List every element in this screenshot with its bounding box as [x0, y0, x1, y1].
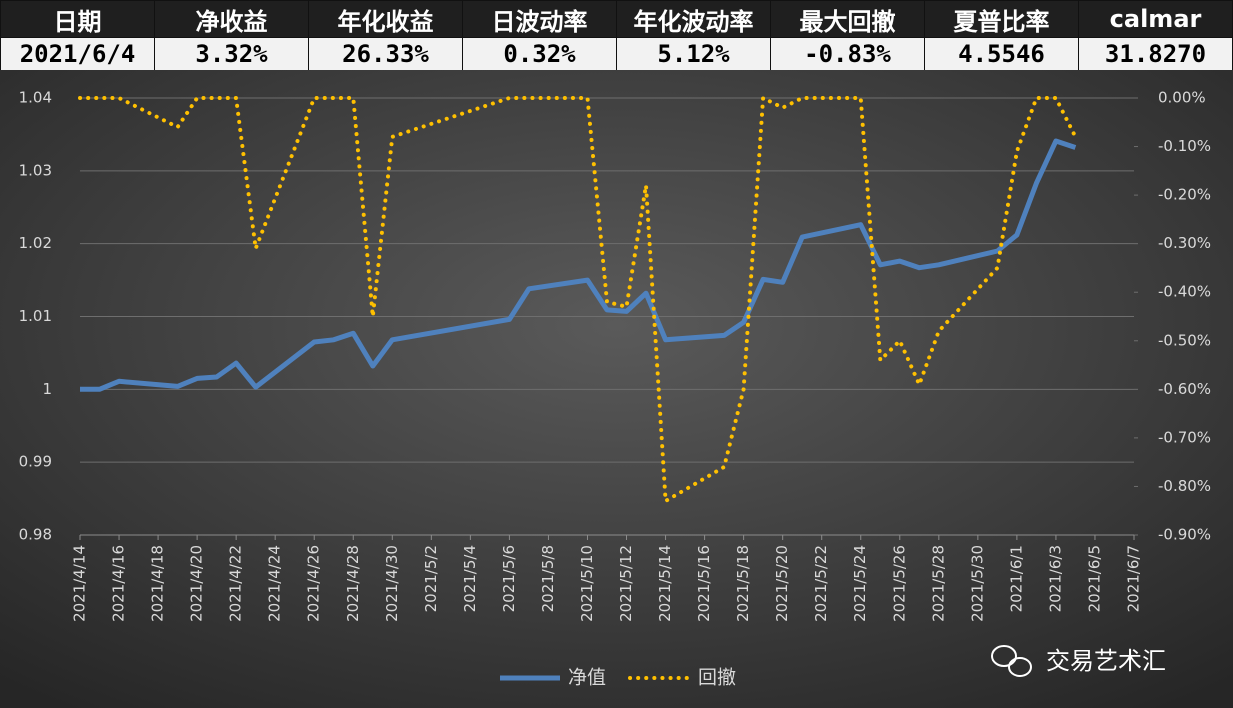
x-tick-label: 2021/5/20 [773, 545, 791, 622]
series-line [80, 138, 1077, 392]
x-tick-label: 2021/4/20 [188, 545, 206, 622]
x-tick-label: 2021/5/24 [851, 545, 869, 622]
value-cell: 0.32% [462, 37, 617, 71]
x-tick-label: 2021/5/30 [968, 545, 986, 622]
y2-tick-label: -0.20% [1158, 186, 1211, 204]
value-cell: 31.8270 [1078, 37, 1233, 71]
y2-tick-label: 0.00% [1158, 89, 1206, 107]
value-cell: 4.5546 [924, 37, 1079, 71]
x-tick-label: 2021/5/26 [890, 545, 908, 622]
x-tick-label: 2021/4/24 [266, 545, 284, 622]
x-tick-label: 2021/4/18 [149, 545, 167, 622]
x-tick-label: 2021/6/7 [1125, 545, 1143, 612]
x-tick-label: 2021/4/26 [305, 545, 323, 622]
legend-label: 净值 [568, 667, 606, 689]
header-cell: 日波动率 [462, 0, 617, 38]
x-tick-label: 2021/5/14 [656, 545, 674, 622]
chart: 交易艺术汇 0.98 0.99 1 1.01 1.02 1.03 1.04 -0.90% -0.… [0, 70, 1233, 708]
header-cell: 年化波动率 [616, 0, 771, 38]
x-tick-label: 2021/6/3 [1046, 545, 1064, 612]
x-tick-label: 2021/5/6 [500, 545, 518, 612]
y-tick-label: 1.01 [19, 307, 52, 325]
x-tick-label: 2021/4/14 [71, 545, 89, 622]
legend-label: 回撤 [698, 667, 736, 689]
value-cell: 3.32% [154, 37, 309, 71]
value-cell: 5.12% [616, 37, 771, 71]
header-cell: 日期 [0, 0, 155, 38]
y-tick-label: 1.03 [19, 161, 52, 179]
x-tick-label: 2021/5/8 [539, 545, 557, 612]
y-tick-label: 1.02 [19, 234, 52, 252]
x-tick-label: 2021/4/30 [383, 545, 401, 622]
y-tick-label: 1.04 [19, 89, 52, 107]
x-tick-label: 2021/5/28 [929, 545, 947, 622]
x-tick-label: 2021/6/1 [1007, 545, 1025, 612]
value-cell: 2021/6/4 [0, 37, 155, 71]
header-row: 日期 净收益 年化收益 日波动率 年化波动率 最大回撤 夏普比率 calmar [0, 0, 1233, 38]
y-tick-label: 1 [42, 380, 52, 398]
header-cell: calmar [1078, 0, 1233, 38]
y2-tick-label: -0.70% [1158, 428, 1211, 446]
series-line [78, 96, 1078, 503]
x-tick-label: 2021/5/12 [617, 545, 635, 622]
x-tick-label: 2021/5/10 [578, 545, 596, 622]
header-cell: 最大回撤 [770, 0, 925, 38]
y2-tick-label: -0.80% [1158, 477, 1211, 495]
y2-tick-label: -0.30% [1158, 234, 1211, 252]
header-cell: 夏普比率 [924, 0, 1079, 38]
x-tick-label: 2021/5/18 [734, 545, 752, 622]
header-cell: 净收益 [154, 0, 309, 38]
x-tick-label: 2021/5/4 [461, 545, 479, 612]
y2-tick-label: -0.60% [1158, 380, 1211, 398]
legend: 净值 回撤 [500, 667, 736, 689]
y2-tick-label: -0.10% [1158, 137, 1211, 155]
watermark: 交易艺术汇 [1046, 647, 1166, 675]
summary-table: 日期 净收益 年化收益 日波动率 年化波动率 最大回撤 夏普比率 calmar 2021/6/… [0, 0, 1233, 71]
y-tick-label: 0.98 [19, 526, 52, 544]
x-tick-label: 2021/4/22 [227, 545, 245, 622]
x-tick-label: 2021/4/28 [344, 545, 362, 622]
value-row: 2021/6/4 3.32% 26.33% 0.32% 5.12% -0.83% 4.554… [0, 37, 1233, 71]
x-tick-label: 2021/5/22 [812, 545, 830, 622]
y2-tick-label: -0.50% [1158, 331, 1211, 349]
header-cell: 年化收益 [308, 0, 463, 38]
x-tick-label: 2021/4/16 [110, 545, 128, 622]
x-tick-label: 2021/5/16 [695, 545, 713, 622]
wechat-icon [991, 645, 1032, 677]
y2-tick-label: -0.40% [1158, 283, 1211, 301]
x-tick-label: 2021/5/2 [422, 545, 440, 612]
value-cell: 26.33% [308, 37, 463, 71]
value-cell: -0.83% [770, 37, 925, 71]
x-tick-label: 2021/6/5 [1085, 545, 1103, 612]
y2-tick-label: -0.90% [1158, 526, 1211, 544]
y-tick-label: 0.99 [19, 453, 52, 471]
